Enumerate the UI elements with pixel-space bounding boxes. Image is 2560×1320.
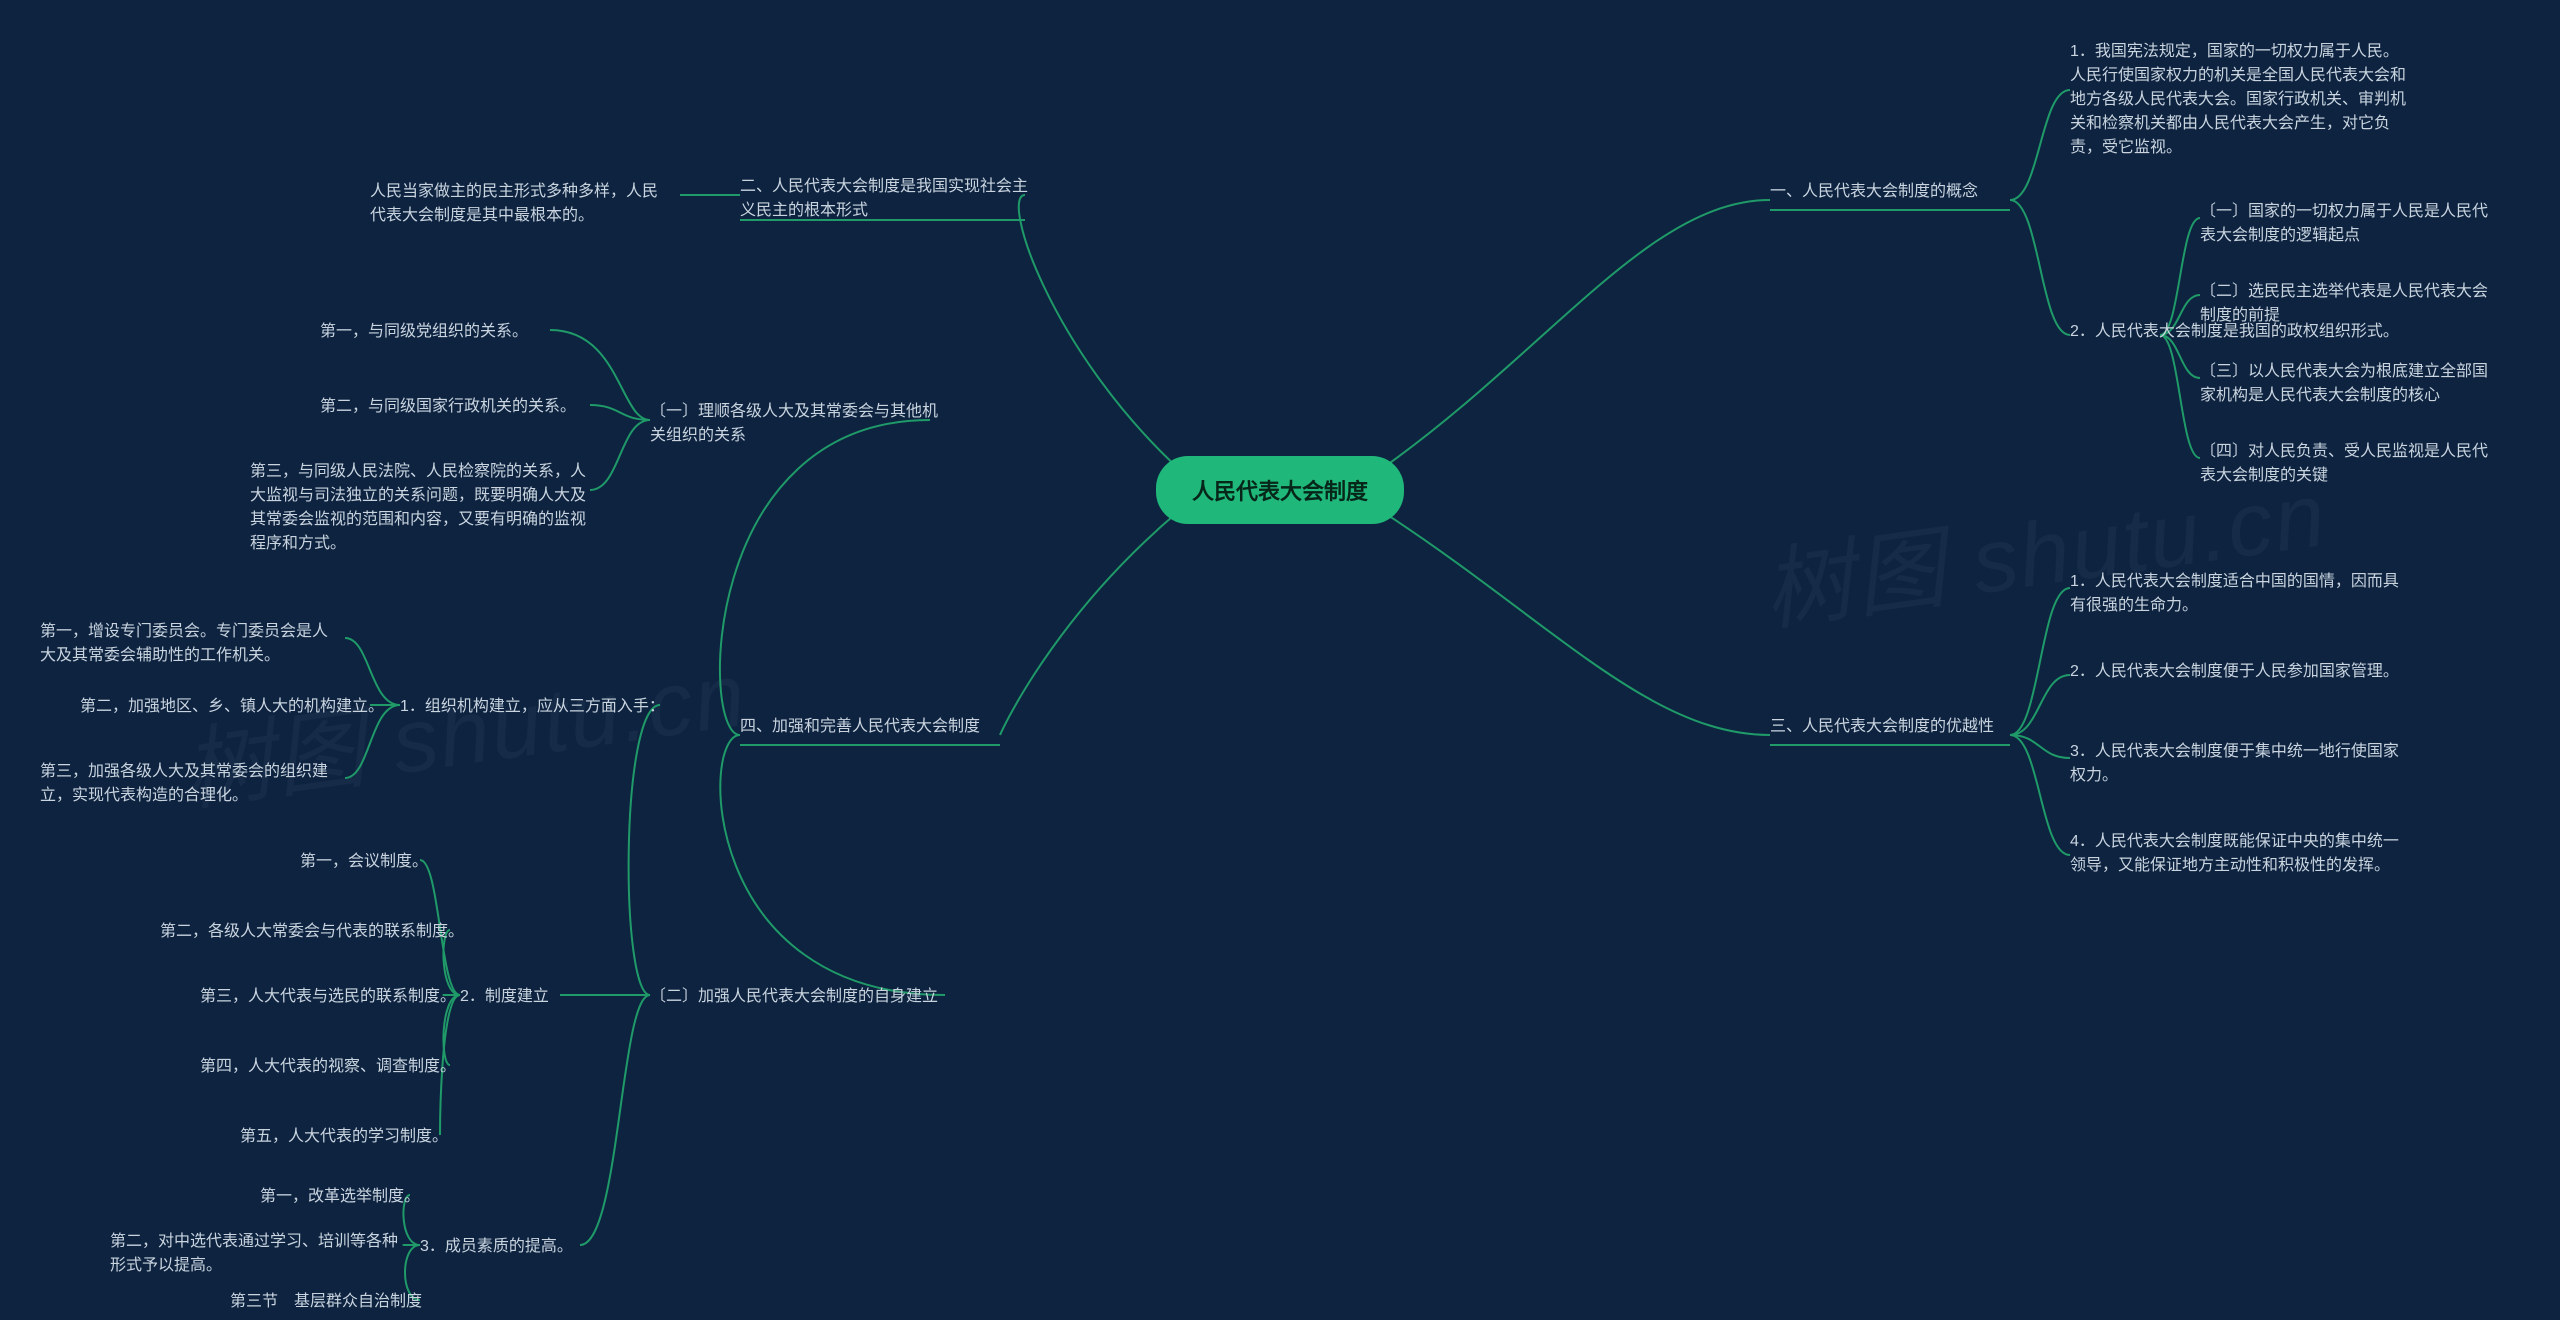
edge-b3-c3	[2010, 735, 2070, 758]
branch-2[interactable]: 二、人民代表大会制度是我国实现社会主义民主的根本形式	[740, 175, 1030, 223]
edge-b4-c2-arc	[720, 735, 945, 995]
b1-c2-d1: 〔一〕国家的一切权力属于人民是人民代表大会制度的逻辑起点	[2200, 200, 2500, 248]
edge-b1c2-d1	[2160, 218, 2200, 335]
d3-e3: 第三节 基层群众自治制度	[230, 1290, 422, 1314]
b1-c1: 1．我国宪法规定，国家的一切权力属于人民。人民行使国家权力的机关是全国人民代表大…	[2070, 40, 2410, 160]
branch-1[interactable]: 一、人民代表大会制度的概念	[1770, 180, 1978, 204]
edge-b3-c2	[2010, 675, 2070, 735]
b4-c2[interactable]: 〔二〕加强人民代表大会制度的自身建立	[650, 985, 938, 1009]
d2-e5: 第五，人大代表的学习制度。	[240, 1125, 448, 1149]
edge-b4-c1-arc	[720, 420, 930, 735]
b1-c2-d4: 〔四〕对人民负责、受人民监视是人民代表大会制度的关键	[2200, 440, 2500, 488]
d2-e2: 第二，各级人大常委会与代表的联系制度。	[160, 920, 464, 944]
root-node[interactable]: 人民代表大会制度	[1156, 456, 1404, 524]
edge-root-b1	[1380, 200, 1770, 470]
edge-b1-c1	[2010, 90, 2070, 200]
b3-c1: 1．人民代表大会制度适合中国的国情，因而具有很强的生命力。	[2070, 570, 2410, 618]
d3-e1: 第一，改革选举制度。	[260, 1185, 420, 1209]
edge-b4c1-d2	[590, 405, 650, 420]
d3-e2: 第二，对中选代表通过学习、培训等各种形式予以提高。	[110, 1230, 410, 1278]
b4-c2-d3[interactable]: 3．成员素质的提高。	[420, 1235, 573, 1259]
branch-3[interactable]: 三、人民代表大会制度的优越性	[1770, 715, 1994, 739]
b3-c2: 2．人民代表大会制度便于人民参加国家管理。	[2070, 660, 2410, 684]
mindmap-canvas: 树图 shutu.cn 树图 shutu.cn	[0, 0, 2560, 1320]
edge-b4c2-d3	[580, 995, 650, 1245]
branch-4[interactable]: 四、加强和完善人民代表大会制度	[740, 715, 980, 739]
b3-c3: 3．人民代表大会制度便于集中统一地行使国家权力。	[2070, 740, 2410, 788]
d1-e3: 第三，加强各级人大及其常委会的组织建立，实现代表构造的合理化。	[40, 760, 340, 808]
b4-c1-d3: 第三，与同级人民法院、人民检察院的关系，人大监视与司法独立的关系问题，既要明确人…	[250, 460, 590, 556]
edge-root-b3	[1380, 510, 1770, 735]
b4-c2-d1[interactable]: 1．组织机构建立，应从三方面入手：	[400, 695, 665, 719]
b4-c1-d1: 第一，与同级党组织的关系。	[320, 320, 528, 344]
b3-c4: 4．人民代表大会制度既能保证中央的集中统一领导，又能保证地方主动性和积极性的发挥…	[2070, 830, 2410, 878]
edge-b3-c1	[2010, 588, 2070, 735]
edge-b4c1-d3	[590, 420, 650, 490]
b4-c1-d2: 第二，与同级国家行政机关的关系。	[320, 395, 576, 419]
b4-c1[interactable]: 〔一〕理顺各级人大及其常委会与其他机关组织的关系	[650, 400, 940, 448]
edge-b3-c4	[2010, 735, 2070, 855]
d1-e1: 第一，增设专门委员会。专门委员会是人大及其常委会辅助性的工作机关。	[40, 620, 340, 668]
edge-b1c2-d4	[2160, 335, 2200, 458]
b1-c2-d3: 〔三〕以人民代表大会为根底建立全部国家机构是人民代表大会制度的核心	[2200, 360, 2500, 408]
edge-b1-c2	[2010, 200, 2070, 335]
d2-e1: 第一，会议制度。	[300, 850, 428, 874]
d1-e2: 第二，加强地区、乡、镇人大的机构建立。	[80, 695, 384, 719]
d2-e4: 第四，人大代表的视察、调查制度。	[200, 1055, 456, 1079]
edge-root-b2	[1019, 195, 1180, 470]
d2-e3: 第三，人大代表与选民的联系制度。	[200, 985, 456, 1009]
b2-sub: 人民当家做主的民主形式多种多样，人民代表大会制度是其中最根本的。	[370, 180, 670, 228]
b4-c2-d2[interactable]: 2．制度建立	[460, 985, 549, 1009]
b1-c2-d2: 〔二〕选民民主选举代表是人民代表大会制度的前提	[2200, 280, 2500, 328]
edge-root-b4	[1000, 510, 1180, 735]
edge-b4c2-d1	[629, 705, 660, 995]
